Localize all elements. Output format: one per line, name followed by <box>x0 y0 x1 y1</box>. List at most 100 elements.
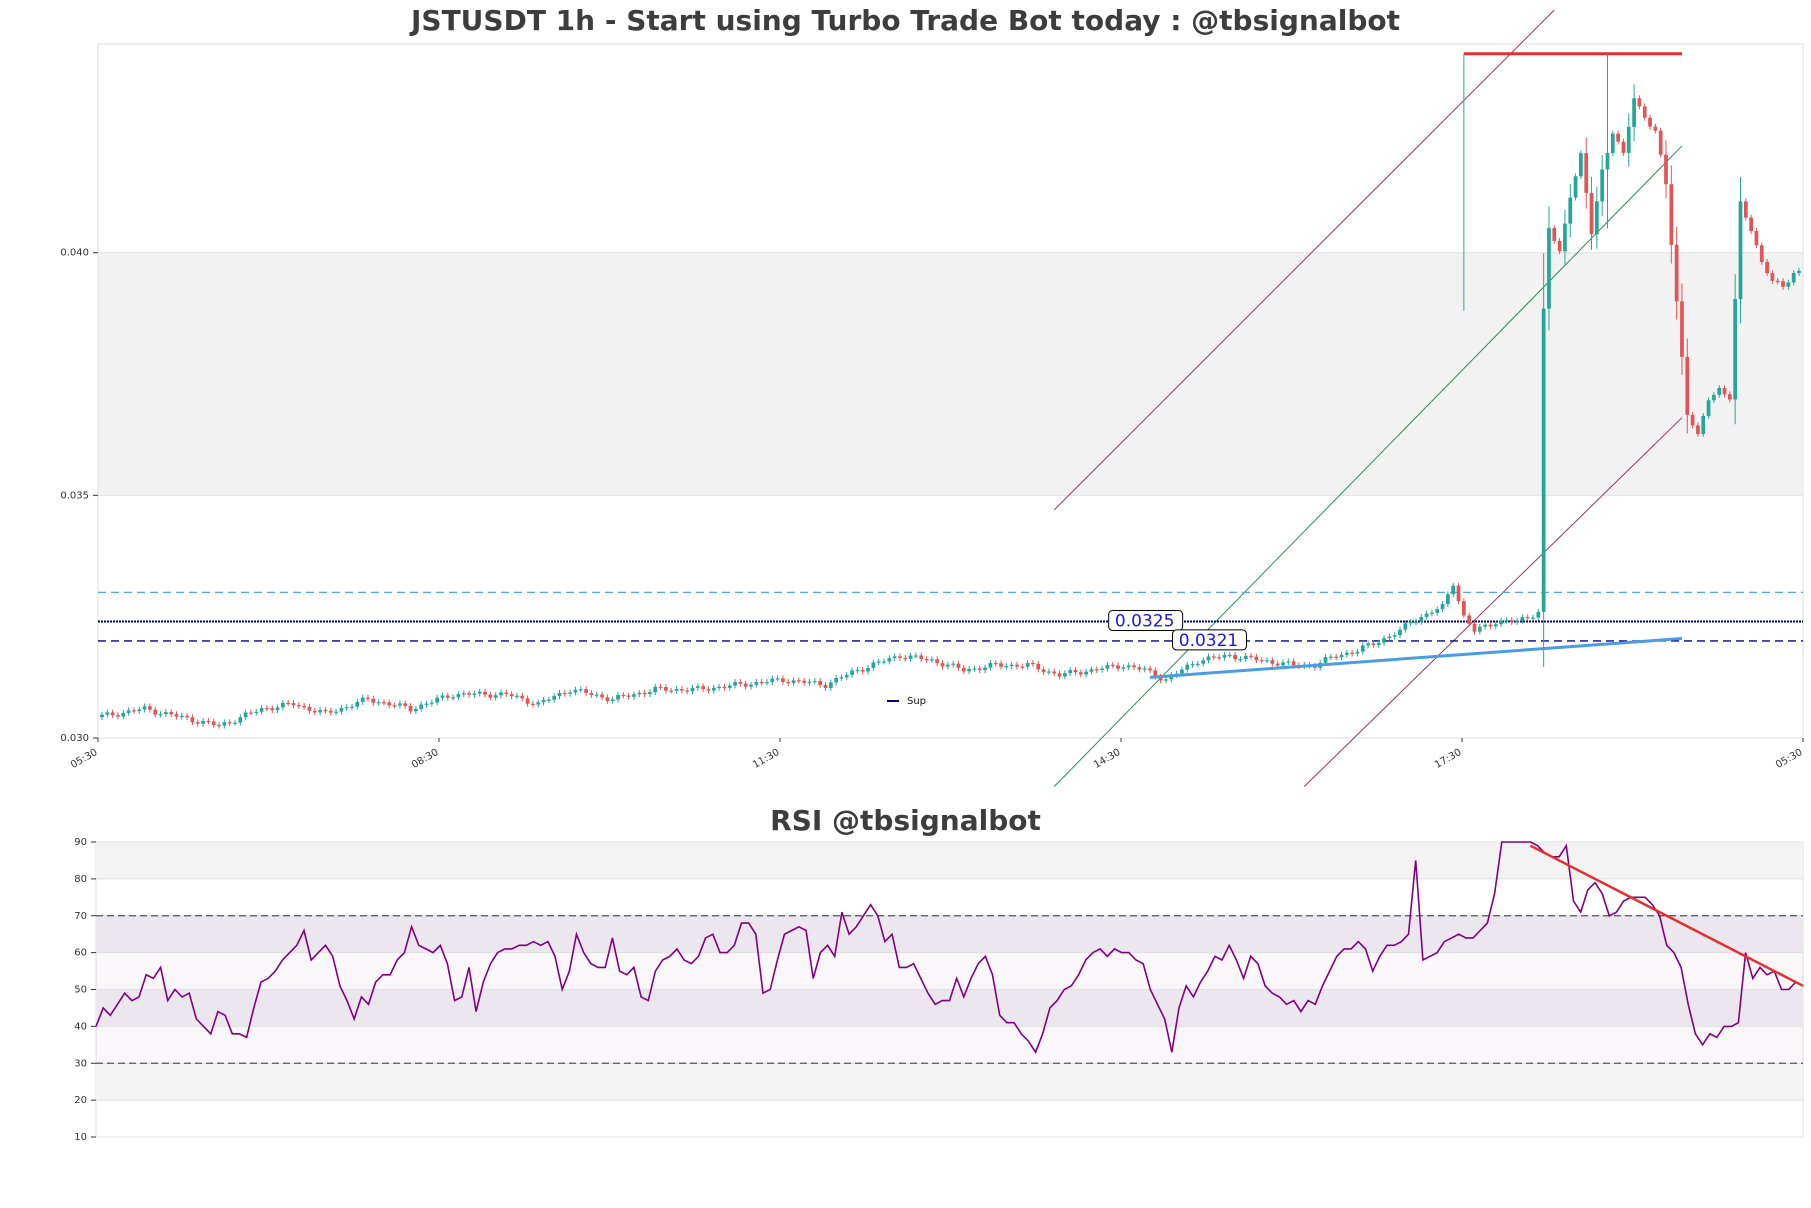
y-tick-label: 0.040 <box>60 248 89 259</box>
candle-body <box>733 681 737 686</box>
candle-body <box>1015 664 1019 667</box>
candle-body <box>520 695 525 699</box>
candle-body <box>999 663 1003 667</box>
candle-body <box>509 693 514 697</box>
candle-body <box>1648 117 1652 127</box>
candle-body <box>1004 666 1009 668</box>
candle-body <box>781 678 785 682</box>
candle-body <box>1573 176 1578 198</box>
candle-body <box>1791 273 1796 283</box>
x-tick-label: 11:30 <box>751 747 781 771</box>
chart-title: JSTUSDT 1h - Start using Turbo Trade Bot… <box>411 4 1400 37</box>
candle-body <box>1419 616 1424 622</box>
candle-body <box>461 693 466 695</box>
candle-body <box>1589 192 1594 235</box>
candle-body <box>1137 667 1142 670</box>
candle-body <box>132 710 136 712</box>
candle-body <box>568 692 573 694</box>
candle-body <box>669 690 674 692</box>
candle-body <box>1206 656 1211 661</box>
candle-body <box>1541 308 1546 612</box>
candle-body <box>743 683 748 687</box>
candle-body <box>850 670 854 675</box>
rsi-y-tick-label: 80 <box>74 874 87 885</box>
rsi-chart: 10 20 30 40 50 60 70 80 90 <box>74 837 1804 1143</box>
rsi-y-tick-label: 50 <box>74 985 87 996</box>
candle-body <box>254 711 259 713</box>
candle-body <box>483 691 487 695</box>
candle-body <box>1047 671 1051 673</box>
candle-body <box>249 712 253 714</box>
candle-body <box>1408 622 1413 624</box>
candle-body <box>1238 659 1243 661</box>
candle-body <box>1456 585 1461 602</box>
candle-body <box>1653 126 1658 131</box>
candle-body <box>1084 671 1089 675</box>
candle-body <box>632 694 636 697</box>
candle-body <box>1775 280 1780 283</box>
candle-body <box>472 693 477 695</box>
candle-body <box>1579 153 1583 177</box>
rsi-band <box>96 842 1803 879</box>
candle-body <box>605 697 610 701</box>
candle-body <box>1201 660 1206 664</box>
candle-body <box>1089 669 1094 672</box>
candle-body <box>105 712 110 715</box>
candle-body <box>1376 642 1381 645</box>
candle-body <box>163 712 168 715</box>
candle-body <box>610 699 615 701</box>
candle-body <box>807 681 812 683</box>
candle-body <box>1185 664 1190 670</box>
candle-body <box>967 668 971 672</box>
candle-body <box>589 693 594 695</box>
candle-body <box>328 710 333 713</box>
candle-body <box>1041 669 1046 673</box>
candle-body <box>797 680 801 682</box>
candle-body <box>1286 661 1291 663</box>
rsi-line <box>95 841 1804 1054</box>
candle-body <box>286 702 291 705</box>
candle-body <box>467 693 471 695</box>
candle-body <box>1797 270 1801 274</box>
candle-body <box>1461 601 1466 616</box>
candle-body <box>775 678 780 680</box>
candle-body <box>185 715 189 718</box>
candle-body <box>1110 664 1115 667</box>
candle-body <box>855 669 860 672</box>
candle-body <box>1164 679 1168 681</box>
candle-body <box>1227 654 1232 657</box>
candle-body <box>1701 415 1706 434</box>
legend-label: Sup <box>907 696 926 707</box>
candle-body <box>1366 643 1370 646</box>
candle-body <box>1360 645 1365 652</box>
rsi-y-tick-label: 60 <box>74 948 87 959</box>
candle-body <box>1344 652 1349 655</box>
candle-body <box>685 690 690 692</box>
candle-body <box>1355 651 1360 654</box>
range-zone <box>97 252 1804 496</box>
candle-body <box>281 702 285 708</box>
candle-body <box>1664 154 1668 185</box>
candle-body <box>142 706 147 710</box>
candle-body <box>227 722 232 724</box>
candle-body <box>1733 299 1738 400</box>
candle-body <box>812 680 817 683</box>
candle-body <box>1552 228 1557 241</box>
candle-body <box>988 662 993 668</box>
candle-body <box>1600 169 1605 202</box>
candle-body <box>1323 657 1328 663</box>
candle-body <box>1094 669 1099 671</box>
candle-body <box>866 667 870 672</box>
rsi-y-tick-label: 40 <box>74 1021 87 1032</box>
candle-body <box>323 710 328 712</box>
candle-body <box>616 694 620 700</box>
candle-body <box>690 687 695 692</box>
candle-body <box>1424 613 1429 617</box>
candle-body <box>828 682 833 688</box>
candle-body <box>1765 261 1769 274</box>
candle-body <box>1036 663 1041 670</box>
candle-body <box>1451 585 1456 595</box>
candle-body <box>977 668 982 671</box>
candle-body <box>153 709 158 715</box>
candle-body <box>658 686 663 689</box>
